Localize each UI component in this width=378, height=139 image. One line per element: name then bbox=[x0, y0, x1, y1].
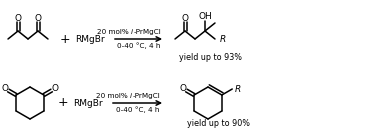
Text: O: O bbox=[14, 13, 22, 23]
Text: O: O bbox=[179, 84, 186, 93]
Text: -PrMgCl: -PrMgCl bbox=[133, 29, 161, 35]
Text: 0-40 °C, 4 h: 0-40 °C, 4 h bbox=[116, 107, 159, 113]
Text: O: O bbox=[2, 84, 8, 93]
Text: 20 mol%: 20 mol% bbox=[96, 93, 130, 99]
Text: i: i bbox=[130, 29, 133, 35]
Text: +: + bbox=[58, 96, 68, 110]
Text: 0-40 °C, 4 h: 0-40 °C, 4 h bbox=[117, 43, 160, 49]
Text: -PrMgCl: -PrMgCl bbox=[133, 93, 160, 99]
Text: RMgBr: RMgBr bbox=[73, 99, 103, 107]
Text: yield up to 90%: yield up to 90% bbox=[186, 119, 249, 127]
Text: R: R bbox=[220, 34, 226, 44]
Text: O: O bbox=[52, 84, 59, 93]
Text: +: + bbox=[60, 33, 70, 45]
Text: i: i bbox=[130, 93, 132, 99]
Text: O: O bbox=[34, 13, 42, 23]
Text: yield up to 93%: yield up to 93% bbox=[178, 53, 242, 61]
Text: OH: OH bbox=[198, 12, 212, 20]
Text: 20 mol%: 20 mol% bbox=[96, 29, 130, 35]
Text: O: O bbox=[181, 13, 189, 23]
Text: R: R bbox=[235, 85, 242, 94]
Text: RMgBr: RMgBr bbox=[75, 34, 105, 44]
